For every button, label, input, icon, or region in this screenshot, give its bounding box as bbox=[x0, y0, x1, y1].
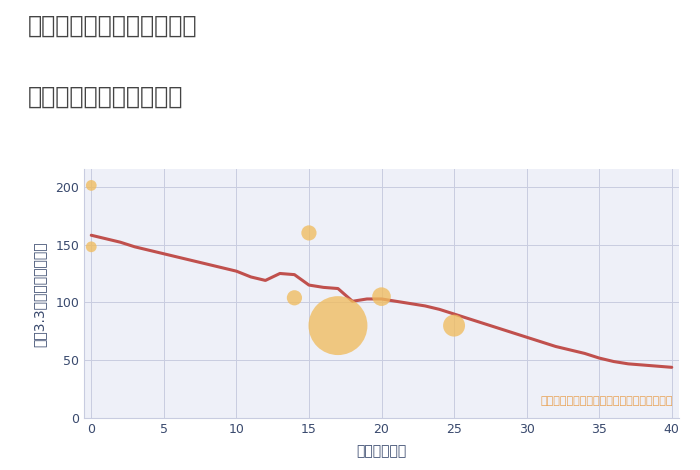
Text: 円の大きさは、取引のあった物件面積を示す: 円の大きさは、取引のあった物件面積を示す bbox=[540, 396, 673, 406]
Point bbox=[85, 243, 97, 251]
Point bbox=[85, 182, 97, 189]
Text: 築年数別中古戸建て価格: 築年数別中古戸建て価格 bbox=[28, 85, 183, 109]
Text: 兵庫県西宮市津門呉羽町の: 兵庫県西宮市津門呉羽町の bbox=[28, 14, 197, 38]
Point bbox=[303, 229, 314, 237]
Point bbox=[376, 293, 387, 300]
Point bbox=[449, 322, 460, 329]
X-axis label: 築年数（年）: 築年数（年） bbox=[356, 445, 407, 459]
Y-axis label: 坪（3.3㎡）単価（万円）: 坪（3.3㎡）単価（万円） bbox=[33, 241, 47, 346]
Point bbox=[332, 322, 344, 329]
Point bbox=[289, 294, 300, 302]
